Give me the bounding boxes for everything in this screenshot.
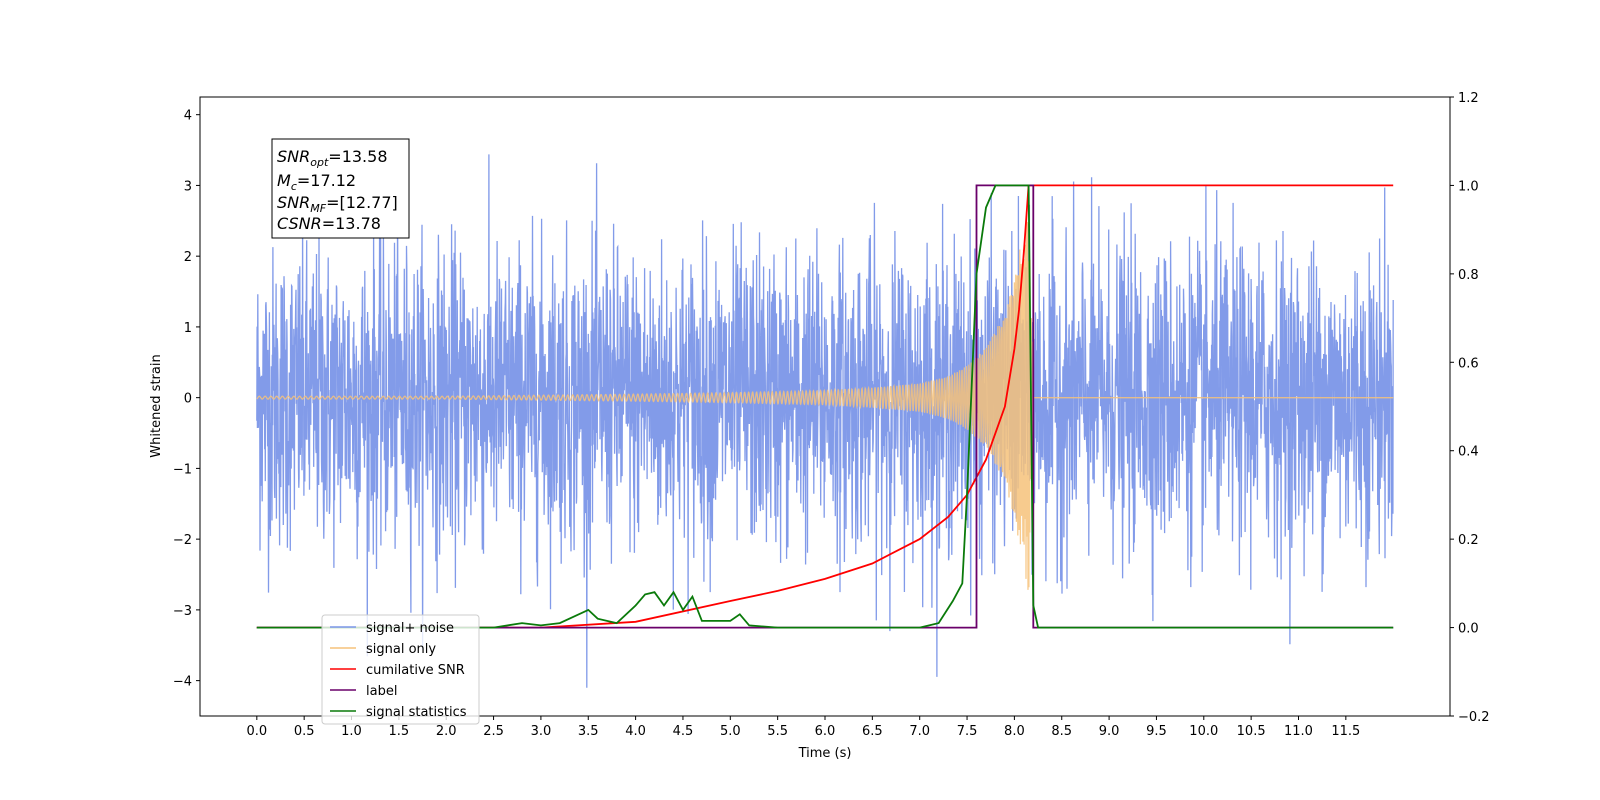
- x-tick-label: 2.0: [436, 724, 457, 739]
- x-tick-label: 1.5: [389, 724, 410, 739]
- series-signal-statistics: [256, 184, 1394, 629]
- x-tick-label: 11.5: [1331, 724, 1360, 739]
- y-tick-label: 2: [184, 250, 192, 265]
- series-signal-noise: [256, 154, 1394, 688]
- x-tick-label: 0.0: [246, 724, 267, 739]
- y2-tick-label: 0.0: [1458, 622, 1479, 637]
- legend: signal+ noise signal only cumilative SNR…: [321, 614, 480, 725]
- x-tick-label: 9.0: [1099, 724, 1120, 739]
- x-tick-label: 10.0: [1189, 724, 1218, 739]
- y-tick-label: −3: [173, 604, 192, 619]
- x-tick-label: 5.5: [767, 724, 788, 739]
- x-tick-label: 10.5: [1237, 724, 1266, 739]
- x-tick-label: 2.5: [483, 724, 504, 739]
- y2-tick-label: 0.4: [1458, 445, 1479, 460]
- svg-text:signal+ noise: signal+ noise: [366, 621, 454, 636]
- x-tick-label: 0.5: [294, 724, 315, 739]
- y-tick-label: 0: [184, 392, 192, 407]
- y-tick-label: 1: [184, 321, 192, 336]
- svg-text:signal only: signal only: [366, 642, 436, 657]
- legend-item-signal-only: signal only: [330, 642, 436, 657]
- series-layer: [256, 154, 1394, 688]
- x-tick-label: 3.5: [578, 724, 599, 739]
- y2-tick-label: 1.0: [1458, 179, 1479, 194]
- legend-item-signal-statistics: signal statistics: [330, 705, 467, 720]
- annotation-snr-opt: SNRopt=13.58: [277, 147, 388, 169]
- x-tick-label: 7.5: [957, 724, 978, 739]
- series-signal-only: [256, 211, 1394, 590]
- y-axis-label: Whitened strain: [149, 354, 164, 457]
- svg-text:label: label: [366, 684, 397, 699]
- y2-tick-label: 0.2: [1458, 533, 1479, 548]
- y2-tick-label: 0.6: [1458, 356, 1479, 371]
- x-tick-label: 1.0: [341, 724, 362, 739]
- annotation-csnr: CSNR=13.78: [277, 214, 381, 233]
- svg-text:cumilative SNR: cumilative SNR: [366, 663, 465, 678]
- legend-item-signal-noise: signal+ noise: [330, 621, 454, 636]
- x-tick-label: 8.0: [1004, 724, 1025, 739]
- x-tick-label: 6.5: [862, 724, 883, 739]
- annotation-snr-mf: SNRMF=[12.77]: [277, 193, 398, 215]
- svg-text:signal statistics: signal statistics: [366, 705, 467, 720]
- y-tick-label: −1: [173, 462, 192, 477]
- y-tick-label: 4: [184, 109, 192, 124]
- y-tick-label: −4: [173, 675, 192, 690]
- legend-item-cumulative-snr: cumilative SNR: [330, 663, 465, 678]
- y-tick-label: −2: [173, 533, 192, 548]
- x-tick-label: 5.0: [720, 724, 741, 739]
- x-tick-label: 3.0: [531, 724, 552, 739]
- x-tick-label: 4.5: [673, 724, 694, 739]
- y2-tick-label: −0.2: [1458, 710, 1490, 725]
- y2-axis-ticks: 1.2 1.0 0.8 0.6 0.4 0.2 0.0 −0.2: [1450, 91, 1490, 725]
- x-tick-label: 9.5: [1146, 724, 1167, 739]
- x-axis-ticks: 0.0 0.5 1.0 1.5 2.0 2.5 3.0 3.5 4.0 4.5 5.0 5.5 6.0 6…: [246, 716, 1360, 739]
- x-tick-label: 7.0: [909, 724, 930, 739]
- annotation-box: SNRopt=13.58 Mc=17.12 SNRMF=[12.77] CSNR…: [271, 138, 410, 239]
- x-tick-label: 11.0: [1284, 724, 1313, 739]
- series-cumulative-snr: [256, 184, 1394, 629]
- legend-item-label: label: [330, 684, 397, 699]
- x-axis-label: Time (s): [798, 746, 852, 761]
- x-tick-label: 8.5: [1051, 724, 1072, 739]
- y-tick-label: 3: [184, 179, 192, 194]
- y2-tick-label: 1.2: [1458, 91, 1479, 106]
- x-tick-label: 4.0: [625, 724, 646, 739]
- y2-tick-label: 0.8: [1458, 268, 1479, 283]
- annotation-mc: Mc=17.12: [277, 171, 356, 193]
- x-tick-label: 6.0: [815, 724, 836, 739]
- y-axis-ticks: 4 3 2 1 0 −1 −2 −3 −4: [173, 109, 200, 690]
